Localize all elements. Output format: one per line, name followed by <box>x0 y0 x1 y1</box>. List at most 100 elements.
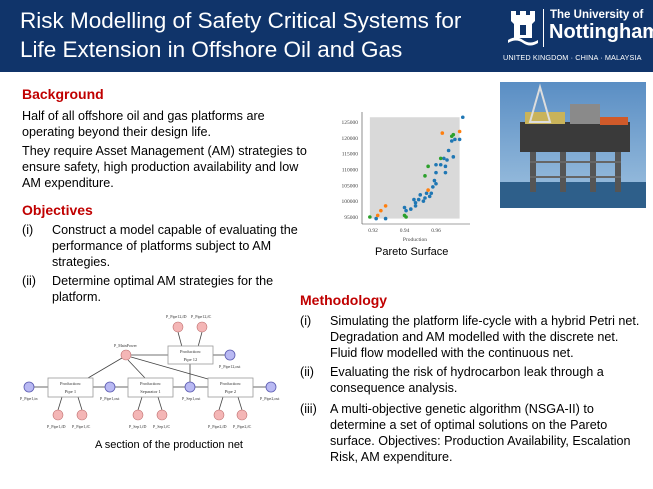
data-point <box>449 134 454 139</box>
x-axis-label: Production <box>403 237 427 243</box>
data-point <box>368 215 372 219</box>
transition-name: Pipe 2 <box>225 389 236 394</box>
poster-title: Risk Modelling of Safety Critical System… <box>20 8 462 62</box>
data-point <box>426 164 430 169</box>
data-point <box>443 170 448 175</box>
data-point <box>434 162 438 167</box>
place-pipe1-fc <box>76 409 88 421</box>
data-point <box>375 213 380 218</box>
label-pipe12-fd: P_Pipe12,fD <box>166 314 187 320</box>
data-point <box>421 199 426 203</box>
data-point <box>427 194 432 199</box>
transition-label: Production: <box>180 349 201 354</box>
item-number: (ii) <box>300 365 314 379</box>
data-point <box>457 129 462 134</box>
label-sep1-fd: P_Sep1,fD <box>129 424 147 430</box>
logo-line1: The University of <box>550 9 644 21</box>
data-point <box>423 196 427 200</box>
header-banner: Risk Modelling of Safety Critical System… <box>0 0 653 72</box>
data-point <box>443 164 448 169</box>
item-text: A multi-objective genetic algorithm (NSG… <box>330 402 631 464</box>
data-point <box>412 197 416 202</box>
data-point <box>451 155 456 159</box>
place-pipe1-in <box>23 381 35 393</box>
label-pipe1-in: P_Pipe1,in <box>20 396 37 402</box>
data-point <box>402 205 407 210</box>
data-point <box>457 137 462 142</box>
data-point <box>429 191 434 196</box>
y-tick-label: 100000 <box>342 199 359 205</box>
logo-line3: UNITED KINGDOM · CHINA · MALAYSIA <box>503 53 642 62</box>
label-pipe1-fc: P_Pipe1,fC <box>72 424 91 430</box>
transition-box <box>207 377 254 398</box>
place-sep1-out <box>184 381 196 393</box>
transition-label: Production: <box>220 381 241 386</box>
background-paragraph-2: They require Asset Management (AM) strat… <box>22 144 307 190</box>
place-pipe1-out <box>104 381 116 393</box>
data-point <box>438 156 443 161</box>
arcs <box>34 331 266 411</box>
data-point <box>449 139 454 143</box>
place-main-power <box>120 349 132 361</box>
data-point <box>418 193 423 197</box>
y-tick-label: 105000 <box>342 183 359 189</box>
x-tick-label: 0.96 <box>431 228 441 234</box>
data-point <box>413 200 418 205</box>
label-pipe12-fc: P_Pipe12,fC <box>191 314 212 320</box>
data-point <box>460 115 465 120</box>
data-point <box>424 191 429 196</box>
item-text: Evaluating the risk of hydrocarbon leak … <box>330 365 604 395</box>
logo-line2: Nottingham <box>549 21 653 43</box>
transition-label: Production: <box>140 381 161 386</box>
university-logo: The University of Nottingham UNITED KING… <box>503 5 653 67</box>
data-point <box>438 162 443 167</box>
item-number: (ii) <box>22 274 36 288</box>
logo-divider <box>543 9 544 47</box>
place-pipe12-fc <box>196 321 208 333</box>
data-point <box>383 216 388 221</box>
place-sep1-fc <box>156 409 168 421</box>
data-point <box>413 204 418 208</box>
data-point <box>434 170 438 175</box>
x-tick-label: 0.92 <box>368 228 378 234</box>
label-pipe2-fd: P_Pipe2,fD <box>208 424 227 430</box>
data-point <box>431 185 435 189</box>
item-text: Determine optimal AM strategies for the … <box>52 274 274 304</box>
item-number: (iii) <box>300 402 317 416</box>
objectives-heading: Objectives <box>22 202 93 218</box>
diagram-caption: A section of the production net <box>95 439 243 451</box>
place-pipe12-fd <box>172 321 184 333</box>
castle-crest-icon <box>508 11 538 46</box>
transition-box <box>47 377 94 398</box>
place-pipe2-fd <box>213 409 225 421</box>
y-tick-label: 115000 <box>342 152 359 158</box>
y-tick-label: 125000 <box>342 120 359 126</box>
data-point <box>426 188 430 192</box>
label-sep1-out: P_Sep1,out <box>182 396 201 402</box>
transition-label: Production: <box>60 381 81 386</box>
data-point <box>453 137 457 142</box>
transition-name: Separator 1 <box>140 389 161 394</box>
data-point <box>432 178 437 183</box>
label-pipe2-fc: P_Pipe2,fC <box>233 424 252 430</box>
transition-name: Pipe 12 <box>184 357 198 362</box>
data-point <box>383 204 388 208</box>
place-pipe1-fd <box>52 409 64 421</box>
transition-box <box>167 345 214 365</box>
place-pipe2-fc <box>236 409 248 421</box>
label-main-power: P_MainPower <box>114 343 138 348</box>
data-point <box>404 208 408 213</box>
item-number: (i) <box>22 223 34 237</box>
label-pipe1-fd: P_Pipe1,fD <box>47 424 66 430</box>
background-heading: Background <box>22 86 104 102</box>
label-pipe2-out: P_Pipe2,out <box>260 396 280 402</box>
data-point <box>434 181 438 186</box>
y-tick-label: 95000 <box>344 215 358 221</box>
data-point <box>409 207 413 211</box>
label-pipe12-out: P_Pipe12,out <box>219 364 241 370</box>
transition-box <box>127 377 174 398</box>
y-tick-label: 110000 <box>342 168 359 174</box>
label-sep1-fc: P_Sep1,fC <box>153 424 171 430</box>
data-point <box>445 158 449 162</box>
